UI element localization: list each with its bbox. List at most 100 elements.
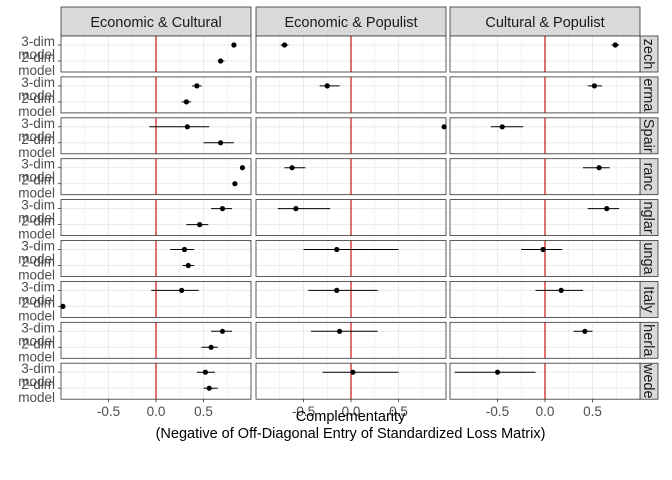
panel-border xyxy=(255,321,447,359)
panel-border xyxy=(60,280,252,318)
x-tick-label: 0.5 xyxy=(389,404,408,419)
y-tick-label-line1: 2-dim xyxy=(21,214,55,229)
y-tick-label-line2: model xyxy=(18,349,55,364)
panel-border xyxy=(60,199,252,237)
y-tick-label-line2: model xyxy=(18,145,55,160)
y-tick-label-line1: 2-dim xyxy=(21,132,55,147)
panel-border xyxy=(449,158,641,196)
data-point xyxy=(293,206,299,212)
panel-border xyxy=(255,158,447,196)
x-tick-label: -0.5 xyxy=(292,404,315,419)
data-point xyxy=(334,287,340,293)
y-tick-label-line2: model xyxy=(18,129,55,144)
panel-border xyxy=(449,240,641,277)
panel-border xyxy=(449,76,641,114)
data-point xyxy=(604,206,610,212)
data-point xyxy=(60,303,66,309)
data-point xyxy=(231,42,237,48)
data-point xyxy=(494,369,501,375)
panel-border xyxy=(255,76,447,114)
x-tick-label: 0.0 xyxy=(147,404,166,419)
x-tick-label: 0.5 xyxy=(583,404,602,419)
y-tick-label-line1: 3-dim xyxy=(21,320,55,335)
y-tick-label-line2: model xyxy=(18,292,55,307)
data-point xyxy=(218,140,224,146)
data-point xyxy=(591,83,598,89)
data-point xyxy=(197,222,203,228)
data-point xyxy=(184,124,190,130)
data-point xyxy=(239,165,246,171)
y-tick-label-line1: 2-dim xyxy=(21,377,55,392)
y-tick-label-line2: model xyxy=(18,333,55,348)
x-tick-label: 0.0 xyxy=(536,404,555,419)
x-tick-label: 0.0 xyxy=(342,404,361,419)
data-point xyxy=(612,42,618,48)
row-strip-label: ranc xyxy=(640,163,656,191)
panel-border xyxy=(60,158,252,196)
panel-border xyxy=(255,199,447,237)
column-strip xyxy=(60,6,252,37)
data-point xyxy=(582,328,588,334)
column-strip-label: Cultural & Populist xyxy=(485,15,604,31)
data-point xyxy=(179,287,185,293)
y-tick-label-line2: model xyxy=(18,390,55,405)
y-tick-label-line1: 2-dim xyxy=(21,91,55,106)
panel-border xyxy=(255,280,447,318)
y-tick-label-line2: model xyxy=(18,104,55,119)
panel-border xyxy=(449,35,641,73)
y-tick-label-line1: 2-dim xyxy=(21,336,55,351)
data-point xyxy=(324,83,330,89)
column-strip-label: Economic & Cultural xyxy=(90,15,221,31)
row-strip-label: erma xyxy=(640,78,656,112)
panel-border xyxy=(60,117,252,155)
panel-border xyxy=(255,35,447,73)
y-tick-label-line2: model xyxy=(18,211,55,226)
x-axis-title-line2: (Negative of Off-Diagonal Entry of Stand… xyxy=(156,426,546,442)
panel-border xyxy=(60,35,252,73)
row-strip-label: wede xyxy=(640,363,656,399)
data-point xyxy=(219,206,226,212)
y-tick-label-line2: model xyxy=(18,170,55,185)
y-tick-label-line1: 2-dim xyxy=(21,173,55,188)
data-point xyxy=(183,99,189,105)
y-tick-label-line1: 3-dim xyxy=(21,75,55,90)
data-point xyxy=(337,328,343,334)
y-tick-label-line2: model xyxy=(18,63,55,78)
row-strip-label: zech xyxy=(640,39,656,70)
row-strip-label: Spair xyxy=(640,119,656,153)
x-tick-label: -0.5 xyxy=(97,404,120,419)
panel-border xyxy=(449,199,641,237)
y-tick-label-line2: model xyxy=(18,47,55,62)
y-tick-label-line1: 3-dim xyxy=(21,239,55,254)
data-point xyxy=(334,246,340,253)
y-tick-label-line1: 3-dim xyxy=(21,279,55,294)
data-point xyxy=(596,165,602,171)
y-tick-label-line2: model xyxy=(18,252,55,267)
y-tick-label-line1: 2-dim xyxy=(21,255,55,270)
data-point xyxy=(194,83,200,89)
row-strip-label: nglar xyxy=(640,201,656,233)
column-strip xyxy=(449,6,641,37)
data-point xyxy=(208,344,214,350)
data-point xyxy=(350,369,356,375)
data-point xyxy=(181,246,188,253)
x-tick-label: -0.5 xyxy=(486,404,509,419)
y-tick-label-line2: model xyxy=(18,88,55,103)
y-tick-label-line1: 3-dim xyxy=(21,157,55,172)
data-point xyxy=(232,181,238,187)
y-tick-label-line2: model xyxy=(18,227,55,242)
data-point xyxy=(219,328,226,334)
panel-border xyxy=(449,321,641,359)
column-strip-label: Economic & Populist xyxy=(285,15,418,31)
x-tick-label: 0.5 xyxy=(194,404,213,419)
panel-border xyxy=(255,117,447,155)
row-strip-label: herla xyxy=(640,324,656,357)
data-point xyxy=(499,124,505,130)
panel-border xyxy=(449,280,641,318)
y-tick-label-line1: 3-dim xyxy=(21,198,55,213)
y-tick-label-line1: 3-dim xyxy=(21,34,55,49)
y-tick-label-line1: 2-dim xyxy=(21,50,55,65)
panel-border xyxy=(60,321,252,359)
y-tick-label-line2: model xyxy=(18,374,55,389)
